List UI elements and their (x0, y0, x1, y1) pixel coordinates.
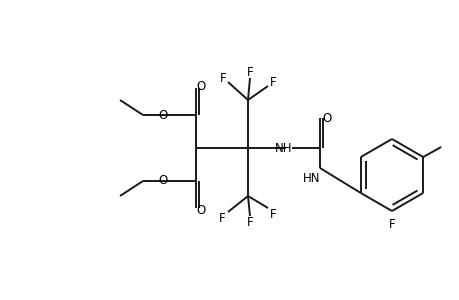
Text: F: F (388, 218, 394, 232)
Text: O: O (158, 109, 167, 122)
Text: O: O (196, 203, 205, 217)
Text: F: F (219, 71, 226, 85)
Text: F: F (218, 212, 225, 224)
Text: HN: HN (302, 172, 320, 184)
Text: O: O (158, 175, 167, 188)
Text: O: O (322, 112, 331, 124)
Text: NH: NH (274, 142, 292, 154)
Text: F: F (246, 217, 253, 230)
Text: F: F (246, 65, 253, 79)
Text: O: O (196, 80, 205, 92)
Text: F: F (269, 208, 276, 220)
Text: F: F (269, 76, 276, 88)
